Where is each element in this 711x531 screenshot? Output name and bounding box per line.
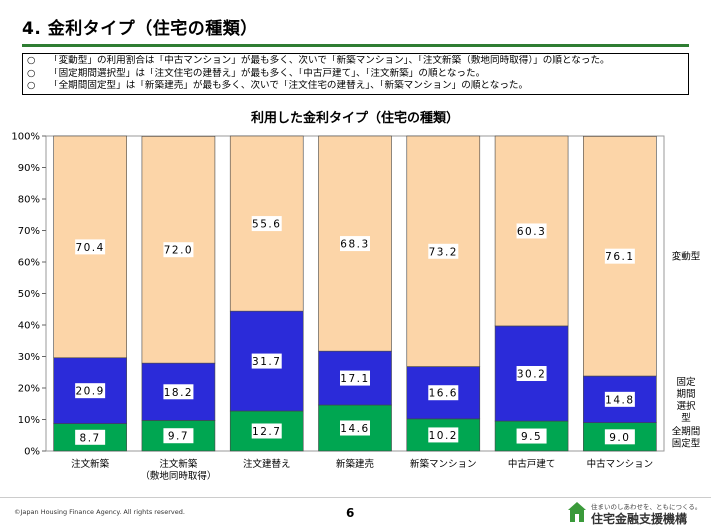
value-label-box bbox=[163, 242, 194, 258]
legend-label: 固定型 bbox=[672, 437, 701, 449]
brand-tagline: 住まいのしあわせを、ともにつくる。 bbox=[591, 503, 702, 511]
value-label-box bbox=[604, 391, 635, 407]
title-underline bbox=[22, 44, 689, 47]
value-label: 10.2 bbox=[429, 430, 458, 442]
value-label: 31.7 bbox=[252, 356, 281, 368]
value-label: 9.0 bbox=[609, 432, 630, 444]
page-number: 6 bbox=[346, 506, 355, 520]
page-title: 4. 金利タイプ（住宅の種類） bbox=[22, 19, 258, 39]
value-label-box bbox=[163, 384, 194, 400]
value-label: 12.7 bbox=[252, 426, 281, 438]
value-label: 9.7 bbox=[168, 431, 189, 443]
value-label: 20.9 bbox=[75, 386, 104, 398]
x-category-label: 注文新築 bbox=[71, 458, 110, 470]
brand-name: 住宅金融支援機構 bbox=[591, 512, 688, 526]
value-label-box bbox=[251, 353, 282, 369]
x-category-label: 新築マンション bbox=[410, 458, 477, 470]
value-label-box bbox=[75, 239, 106, 255]
brand-block: 住まいのしあわせを、ともにつくる。 住宅金融支援機構 bbox=[567, 499, 707, 529]
y-tick-label: 30% bbox=[18, 352, 40, 363]
legend-label: 型 bbox=[681, 413, 691, 424]
x-category-label: 中古戸建て bbox=[508, 458, 556, 470]
value-label-box bbox=[251, 423, 282, 439]
value-label-box bbox=[340, 370, 370, 386]
value-label: 60.3 bbox=[517, 226, 546, 238]
note-text: 「固定期間選択型」は「注文住宅の建替え」が最も多く、「中古戸建て」、「注文新築」… bbox=[49, 67, 486, 79]
value-label: 70.4 bbox=[75, 242, 104, 254]
y-tick-label: 70% bbox=[18, 226, 40, 237]
value-label: 73.2 bbox=[429, 246, 458, 258]
x-category-label: （敷地同時取得） bbox=[140, 470, 216, 482]
x-category-label: 注文新築 bbox=[159, 458, 198, 470]
note-bullet: ○ bbox=[27, 67, 36, 79]
value-label: 8.7 bbox=[80, 432, 101, 444]
value-label-box bbox=[75, 429, 106, 445]
chart-title: 利用した金利タイプ（住宅の種類） bbox=[251, 110, 459, 126]
note-text: 「変動型」の利用割合は「中古マンション」が最も多く、次いで「新築マンション」、「… bbox=[49, 55, 610, 66]
y-tick-label: 60% bbox=[18, 258, 40, 269]
x-category-label: 注文建替え bbox=[243, 458, 291, 470]
note-text: 「全期間固定型」は「新築建売」が最も多く、次いで「注文住宅の建替え」、「新築マン… bbox=[49, 80, 529, 92]
note-bullet: ○ bbox=[27, 55, 36, 66]
value-label-box bbox=[428, 385, 459, 401]
value-label: 18.2 bbox=[164, 387, 193, 399]
legend-label: 期間 bbox=[676, 389, 695, 400]
y-tick-label: 100% bbox=[11, 132, 40, 143]
value-label-box bbox=[251, 216, 282, 232]
note-item: ○ 「全期間固定型」は「新築建売」が最も多く、次いで「注文住宅の建替え」、「新築マ… bbox=[27, 80, 684, 93]
x-category-label: 新築建売 bbox=[336, 458, 374, 470]
legend-label: 変動型 bbox=[672, 251, 701, 263]
note-bullet: ○ bbox=[27, 80, 36, 92]
note-item: ○ 「変動型」の利用割合は「中古マンション」が最も多く、次いで「新築マンション」、… bbox=[27, 55, 684, 68]
value-label-box bbox=[604, 429, 635, 445]
value-label: 17.1 bbox=[340, 373, 369, 385]
legend-label: 固定 bbox=[676, 376, 696, 388]
value-label-box bbox=[340, 420, 370, 436]
value-label: 68.3 bbox=[340, 239, 369, 251]
stacked-bar-chart: 利用した金利タイプ（住宅の種類） 0% 10% 20% 30% 40% 50% 60% 70% 8… bbox=[11, 110, 701, 482]
value-label: 16.6 bbox=[429, 388, 458, 400]
y-tick-label: 10% bbox=[18, 415, 40, 426]
value-label: 76.1 bbox=[605, 251, 634, 263]
value-label: 14.6 bbox=[340, 423, 369, 435]
note-item: ○ 「固定期間選択型」は「注文住宅の建替え」が最も多く、「中古戸建て」、「注文新築… bbox=[27, 68, 684, 81]
y-tick-label: 0% bbox=[24, 447, 40, 458]
copyright-text: ©Japan Housing Finance Agency. All right… bbox=[14, 508, 185, 516]
y-tick-label: 20% bbox=[18, 384, 40, 395]
value-label: 9.5 bbox=[521, 431, 542, 443]
value-label-box bbox=[163, 428, 194, 444]
value-label: 30.2 bbox=[517, 369, 546, 381]
value-label-box bbox=[604, 248, 635, 264]
value-label-box bbox=[340, 236, 370, 252]
y-tick-label: 50% bbox=[18, 289, 40, 300]
house-logo-icon bbox=[568, 502, 586, 522]
x-category-label: 中古マンション bbox=[587, 458, 654, 470]
notes-box: ○ 「変動型」の利用割合は「中古マンション」が最も多く、次いで「新築マンション」、… bbox=[22, 53, 689, 95]
value-label: 55.6 bbox=[252, 219, 281, 231]
value-label-box bbox=[516, 428, 547, 444]
y-tick-label: 90% bbox=[18, 163, 40, 174]
legend-label: 全期間 bbox=[672, 425, 701, 437]
value-label-box bbox=[428, 427, 459, 443]
value-label-box bbox=[428, 243, 459, 259]
y-tick-label: 40% bbox=[18, 321, 40, 332]
title-bar: 4. 金利タイプ（住宅の種類） bbox=[0, 0, 711, 50]
value-label-box bbox=[516, 223, 547, 239]
y-tick-label: 80% bbox=[18, 195, 40, 206]
value-label-box bbox=[75, 383, 106, 399]
value-label: 14.8 bbox=[605, 394, 634, 406]
legend-label: 選択 bbox=[676, 400, 696, 412]
value-label-box bbox=[516, 366, 547, 382]
value-label: 72.0 bbox=[164, 245, 193, 257]
footer-divider bbox=[0, 497, 711, 498]
